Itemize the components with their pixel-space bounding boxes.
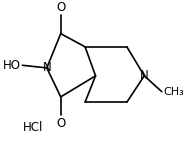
Text: O: O xyxy=(56,1,65,14)
Text: N: N xyxy=(42,61,51,74)
Text: HO: HO xyxy=(3,59,21,72)
Text: O: O xyxy=(56,117,65,130)
Text: N: N xyxy=(140,69,149,82)
Text: HCl: HCl xyxy=(23,121,43,134)
Text: CH₃: CH₃ xyxy=(163,87,184,97)
